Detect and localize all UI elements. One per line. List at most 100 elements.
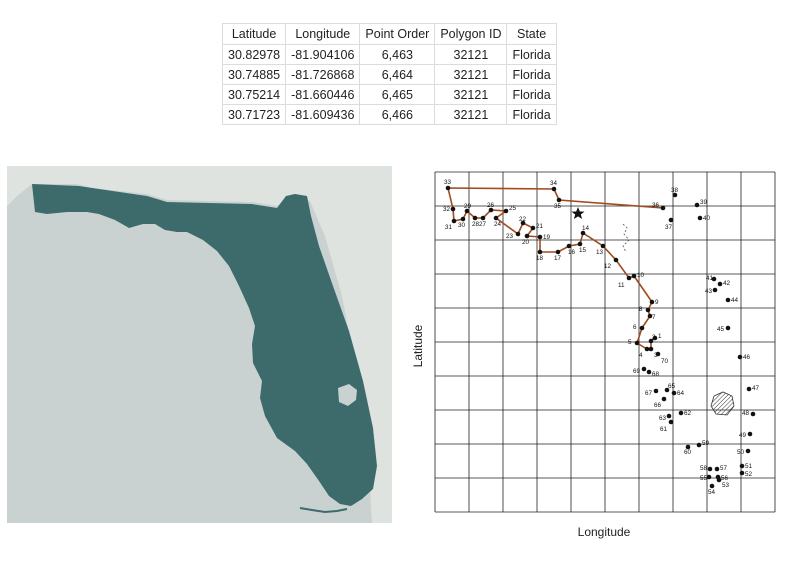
cell-polygon-id: 32121 <box>434 84 508 105</box>
column-header-latitude: Latitude <box>221 23 287 45</box>
point-label: 55 <box>700 475 708 482</box>
point-marker <box>739 463 745 469</box>
cell-longitude: -81.904106 <box>285 44 361 65</box>
point-marker <box>739 470 745 476</box>
point-marker <box>666 413 672 419</box>
point-marker <box>725 297 731 303</box>
point-marker <box>694 202 700 208</box>
table-row: 30.74885 -81.726868 6,464 32121 Florida <box>221 64 557 85</box>
point-label: 27 <box>479 221 487 228</box>
point-label: 35 <box>554 203 562 210</box>
florida-land <box>32 184 377 506</box>
point-label: 10 <box>637 272 645 279</box>
y-axis-label: Latitude <box>411 324 425 367</box>
point-label: 29 <box>464 203 472 210</box>
point-label: 31 <box>445 224 453 231</box>
point-label: 7 <box>652 314 656 321</box>
point-label: 58 <box>700 465 708 472</box>
point-label: 38 <box>671 187 679 194</box>
point-marker <box>631 273 637 279</box>
point-marker <box>556 197 562 203</box>
point-marker <box>634 340 640 346</box>
table-header-row: Latitude Longitude Point Order Polygon I… <box>221 23 557 45</box>
point-marker <box>580 230 586 236</box>
point-label: 60 <box>684 449 692 456</box>
point-marker <box>661 396 667 402</box>
point-marker <box>648 338 654 344</box>
point-marker <box>696 442 702 448</box>
point-label: 19 <box>543 234 551 241</box>
point-marker <box>714 466 720 472</box>
point-label: 54 <box>708 489 716 496</box>
point-label: 1 <box>658 333 662 340</box>
star-icon <box>571 207 585 219</box>
coordinates-table: Latitude Longitude Point Order Polygon I… <box>221 23 557 125</box>
polygon-outline <box>446 187 664 350</box>
point-marker <box>664 387 670 393</box>
point-marker <box>706 474 712 480</box>
point-label: 51 <box>745 463 753 470</box>
point-marker <box>672 192 678 198</box>
point-label: 3 <box>654 352 658 359</box>
point-marker <box>645 307 651 313</box>
point-label: 28 <box>472 221 480 228</box>
point-label: 69 <box>633 368 641 375</box>
point-label: 70 <box>661 358 669 365</box>
point-marker <box>515 231 521 237</box>
point-label: 36 <box>652 202 660 209</box>
column-header-state: State <box>506 23 557 45</box>
hatched-lake <box>710 391 735 416</box>
point-marker <box>737 354 743 360</box>
point-marker <box>711 276 717 282</box>
point-label: 26 <box>487 202 495 209</box>
column-header-longitude: Longitude <box>285 23 361 45</box>
point-label: 39 <box>700 199 708 206</box>
point-marker <box>649 299 655 305</box>
point-label: 52 <box>745 471 753 478</box>
point-marker <box>641 366 647 372</box>
point-label: 32 <box>443 206 451 213</box>
point-label: 18 <box>536 255 544 262</box>
point-marker <box>707 466 713 472</box>
point-marker <box>480 215 486 221</box>
map-neighbor-land <box>7 166 392 523</box>
point-marker <box>678 410 684 416</box>
point-marker <box>717 281 723 287</box>
map-bay <box>13 206 25 224</box>
cell-state: Florida <box>506 64 557 85</box>
table-row: 30.82978 -81.904106 6,463 32121 Florida <box>221 44 557 65</box>
point-marker <box>712 287 718 293</box>
cell-latitude: 30.71723 <box>221 104 287 125</box>
point-marker <box>450 206 456 212</box>
point-label: 49 <box>739 432 747 439</box>
cell-point-order: 6,463 <box>359 44 436 65</box>
point-marker <box>566 243 572 249</box>
point-label: 61 <box>660 426 668 433</box>
cell-polygon-id: 32121 <box>434 44 508 65</box>
point-label: 45 <box>717 326 725 333</box>
cell-point-order: 6,464 <box>359 64 436 85</box>
point-label: 68 <box>652 371 660 378</box>
point-marker <box>577 241 583 247</box>
point-label: 63 <box>659 415 667 422</box>
point-marker <box>600 243 606 249</box>
cell-point-order: 6,465 <box>359 84 436 105</box>
point-label: 30 <box>458 222 466 229</box>
diagram-svg: 1234567891011121314151617181920212223242… <box>411 171 776 539</box>
point-marker <box>652 335 658 341</box>
point-marker <box>685 444 691 450</box>
point-marker <box>745 448 751 454</box>
point-marker <box>671 390 677 396</box>
point-marker <box>750 411 756 417</box>
point-marker <box>445 185 451 191</box>
point-marker <box>747 431 753 437</box>
point-marker <box>660 205 666 211</box>
cell-state: Florida <box>506 44 557 65</box>
point-label: 2 <box>652 334 656 341</box>
point-label: 14 <box>582 225 590 232</box>
point-marker <box>746 386 752 392</box>
point-marker <box>644 346 650 352</box>
point-marker <box>668 419 674 425</box>
point-label: 66 <box>654 402 662 409</box>
point-label: 34 <box>550 180 558 187</box>
